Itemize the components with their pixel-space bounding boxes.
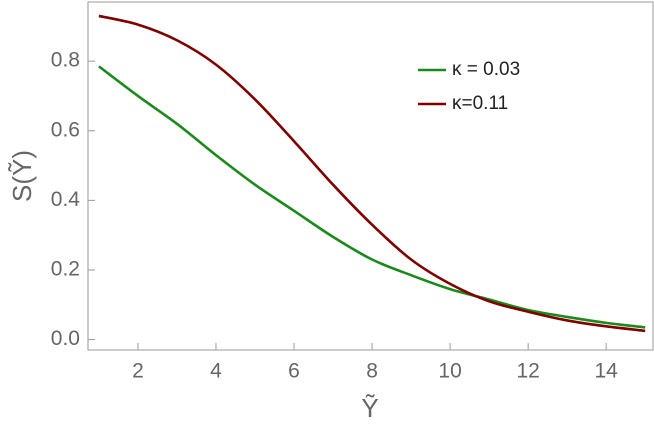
- legend-label: κ=0.11: [452, 93, 508, 114]
- plot-frame: [87, 1, 654, 351]
- y-axis-label: S(Ỹ): [7, 150, 37, 202]
- y-tick-label: 0.2: [51, 258, 80, 281]
- y-tick-label: 0.4: [51, 188, 81, 211]
- x-tick-label: 8: [366, 360, 378, 383]
- x-tick-label: 12: [516, 360, 539, 383]
- series-line: [98, 65, 646, 329]
- legend-label: κ = 0.03: [452, 59, 520, 80]
- x-tick-label: 4: [210, 360, 222, 383]
- x-tick-label: 10: [438, 360, 461, 383]
- x-axis-label: Ỹ: [361, 393, 378, 423]
- x-tick-label: 2: [132, 360, 144, 383]
- x-tick-label: 14: [594, 360, 618, 383]
- y-tick-label: 0.8: [51, 49, 80, 72]
- x-tick-label: 6: [288, 360, 300, 383]
- series-line: [98, 14, 646, 333]
- y-tick-label: 0.6: [51, 118, 80, 141]
- legend: κ = 0.03 κ=0.11: [418, 59, 520, 114]
- y-tick-label: 0.0: [51, 327, 80, 350]
